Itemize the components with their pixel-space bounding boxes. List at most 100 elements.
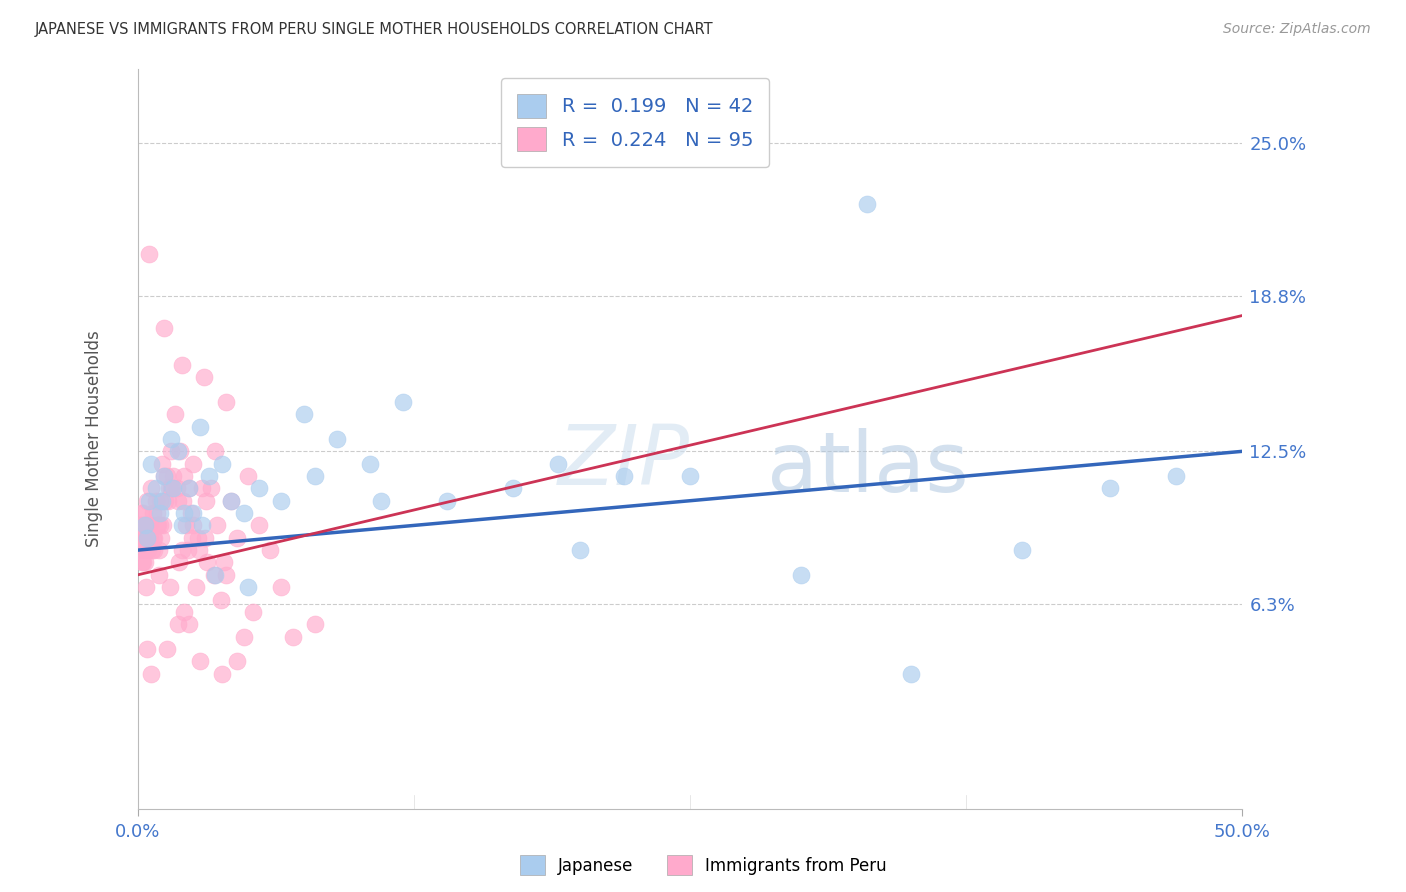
Point	[204, 567, 226, 582]
Point	[131, 556, 153, 570]
Point	[145, 493, 167, 508]
Point	[259, 543, 281, 558]
Point	[153, 469, 176, 483]
Point	[181, 518, 204, 533]
Point	[128, 531, 150, 545]
Point	[132, 518, 155, 533]
Point	[138, 493, 160, 508]
Point	[138, 246, 160, 260]
Point	[304, 469, 326, 483]
Point	[160, 444, 183, 458]
Point	[219, 493, 242, 508]
Point	[160, 481, 183, 495]
Point	[232, 506, 254, 520]
Point	[165, 407, 187, 421]
Point	[135, 580, 157, 594]
Point	[304, 617, 326, 632]
Point	[169, 444, 191, 458]
Point	[232, 630, 254, 644]
Point	[187, 543, 209, 558]
Point	[141, 543, 163, 558]
Point	[136, 531, 159, 545]
Point	[155, 493, 177, 508]
Point	[139, 457, 162, 471]
Point	[181, 506, 204, 520]
Point	[135, 641, 157, 656]
Point	[134, 518, 156, 533]
Point	[613, 469, 636, 483]
Point	[188, 654, 211, 668]
Point	[176, 518, 198, 533]
Point	[129, 506, 152, 520]
Text: JAPANESE VS IMMIGRANTS FROM PERU SINGLE MOTHER HOUSEHOLDS CORRELATION CHART: JAPANESE VS IMMIGRANTS FROM PERU SINGLE …	[35, 22, 714, 37]
Point	[155, 469, 177, 483]
Point	[135, 518, 157, 533]
Point	[359, 457, 381, 471]
Point	[209, 592, 232, 607]
Point	[186, 531, 208, 545]
Point	[181, 457, 204, 471]
Point	[153, 321, 176, 335]
Point	[211, 666, 233, 681]
Point	[149, 493, 172, 508]
Point	[856, 197, 879, 211]
Point	[191, 518, 214, 533]
Point	[139, 666, 162, 681]
Point	[170, 358, 193, 372]
Text: Single Mother Households: Single Mother Households	[84, 331, 103, 548]
Point	[139, 481, 162, 495]
Point	[150, 457, 173, 471]
Point	[156, 493, 179, 508]
Point	[150, 531, 173, 545]
Point	[142, 531, 165, 545]
Legend: R =  0.199   N = 42, R =  0.224   N = 95: R = 0.199 N = 42, R = 0.224 N = 95	[502, 78, 769, 167]
Point	[207, 518, 229, 533]
Point	[172, 493, 194, 508]
Point	[132, 543, 155, 558]
Point	[128, 518, 150, 533]
Point	[281, 630, 304, 644]
Point	[134, 556, 156, 570]
Point	[197, 556, 219, 570]
Point	[162, 469, 184, 483]
Point	[148, 543, 170, 558]
Point	[292, 407, 315, 421]
Point	[1098, 481, 1121, 495]
Point	[188, 419, 211, 434]
Point	[148, 567, 170, 582]
Point	[166, 493, 188, 508]
Point	[392, 395, 415, 409]
Point	[211, 457, 233, 471]
Point	[226, 531, 249, 545]
Point	[370, 493, 392, 508]
Point	[900, 666, 922, 681]
Point	[135, 531, 157, 545]
Point	[146, 518, 169, 533]
Point	[177, 481, 200, 495]
Point	[242, 605, 264, 619]
Point	[146, 506, 169, 520]
Point	[204, 444, 226, 458]
Point	[142, 506, 165, 520]
Point	[193, 370, 215, 384]
Point	[149, 506, 172, 520]
Point	[195, 493, 218, 508]
Point	[153, 469, 176, 483]
Point	[160, 432, 183, 446]
Point	[212, 556, 235, 570]
Point	[132, 556, 155, 570]
Legend: Japanese, Immigrants from Peru: Japanese, Immigrants from Peru	[512, 847, 894, 884]
Point	[1011, 543, 1033, 558]
Point	[215, 395, 238, 409]
Point	[177, 481, 200, 495]
Point	[134, 531, 156, 545]
Point	[155, 641, 177, 656]
Point	[143, 531, 166, 545]
Point	[194, 531, 217, 545]
Point	[173, 469, 195, 483]
Point	[157, 481, 180, 495]
Point	[162, 481, 184, 495]
Point	[149, 518, 172, 533]
Point	[238, 469, 260, 483]
Point	[135, 543, 157, 558]
